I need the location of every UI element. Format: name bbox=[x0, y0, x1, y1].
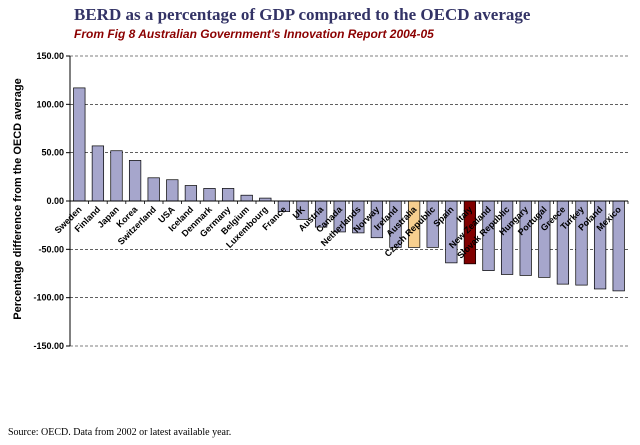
bar-japan bbox=[110, 150, 123, 202]
y-axis-title: Percentage difference from the OECD aver… bbox=[12, 78, 24, 319]
y-tick-label: 0.00 bbox=[46, 196, 64, 206]
y-tick-label: -100.00 bbox=[33, 293, 64, 303]
gridlines bbox=[70, 55, 628, 347]
bars bbox=[73, 87, 625, 292]
bar-iceland bbox=[184, 185, 198, 202]
y-tick-labels: 150.00 100.00 50.00 0.00 -50.00 -100.00 -150.0… bbox=[33, 51, 64, 351]
chart-title: BERD as a percentage of GDP compared to … bbox=[74, 5, 531, 24]
category-labels: SwedenFinlandJapanKoreaSwitzerlandUSAIce… bbox=[53, 204, 624, 261]
axes bbox=[66, 55, 629, 347]
chart-subtitle: From Fig 8 Australian Government's Innov… bbox=[74, 27, 434, 41]
y-tick-label: -150.00 bbox=[33, 341, 64, 351]
bar-switzerland bbox=[147, 177, 160, 202]
source-note: Source: OECD. Data from 2002 or latest a… bbox=[8, 427, 232, 438]
y-tick-label: 150.00 bbox=[36, 51, 64, 61]
y-tick-label: -50.00 bbox=[38, 244, 64, 254]
bar-denmark bbox=[203, 188, 216, 202]
bar-belgium bbox=[240, 194, 253, 202]
bar-usa bbox=[166, 179, 179, 202]
bar-sweden bbox=[73, 87, 86, 202]
bar-germany bbox=[221, 188, 235, 202]
y-tick-label: 100.00 bbox=[36, 99, 64, 109]
bar-korea bbox=[128, 160, 142, 202]
bar-finland bbox=[91, 145, 105, 202]
y-tick-label: 50.00 bbox=[41, 148, 64, 158]
